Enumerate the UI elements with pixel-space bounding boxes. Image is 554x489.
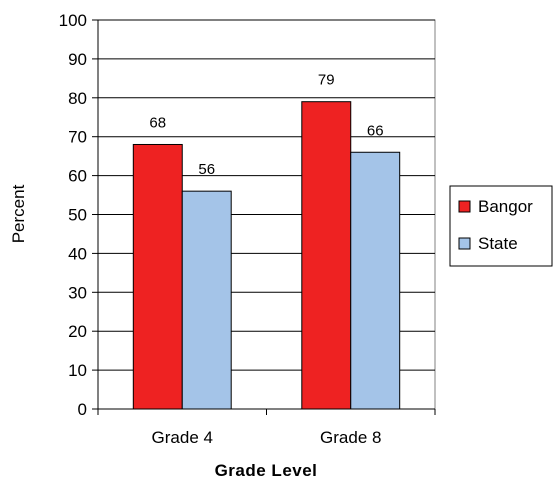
data-labels: 68 56 79 66 <box>149 72 383 178</box>
x-axis-title: Grade Level <box>215 461 318 480</box>
y-tick-label: 100 <box>59 11 87 30</box>
legend-box <box>449 185 553 267</box>
legend: Bangor State <box>449 185 553 267</box>
data-label: 66 <box>367 122 384 139</box>
y-tick-label: 80 <box>68 89 87 108</box>
x-tick-label: Grade 8 <box>320 428 381 447</box>
x-axis-ticks: Grade 4 Grade 8 <box>97 409 436 447</box>
y-tick-label: 0 <box>78 400 87 419</box>
legend-swatch-state <box>458 237 471 250</box>
legend-swatch-bangor <box>458 200 471 213</box>
y-axis-ticks: 0 10 20 30 40 50 60 70 80 90 100 <box>59 11 98 419</box>
y-tick-label: 70 <box>68 128 87 147</box>
bar-state-grade-8 <box>350 151 401 410</box>
y-tick-label: 60 <box>68 167 87 186</box>
bar-state-grade-4 <box>181 190 232 410</box>
legend-label-bangor: Bangor <box>478 197 533 216</box>
data-label: 56 <box>198 161 215 178</box>
y-tick-label: 10 <box>68 361 87 380</box>
y-tick-label: 90 <box>68 50 87 69</box>
y-tick-label: 20 <box>68 322 87 341</box>
data-label: 68 <box>149 114 166 131</box>
x-tick-label: Grade 4 <box>152 428 213 447</box>
legend-label-state: State <box>478 234 518 253</box>
y-tick-label: 40 <box>68 244 87 263</box>
bar-bangor-grade-8 <box>301 101 352 410</box>
data-label: 79 <box>318 72 335 89</box>
y-tick-label: 30 <box>68 283 87 302</box>
y-tick-label: 50 <box>68 206 87 225</box>
bar-bangor-grade-4 <box>132 143 183 410</box>
y-axis-title: Percent <box>9 184 28 243</box>
